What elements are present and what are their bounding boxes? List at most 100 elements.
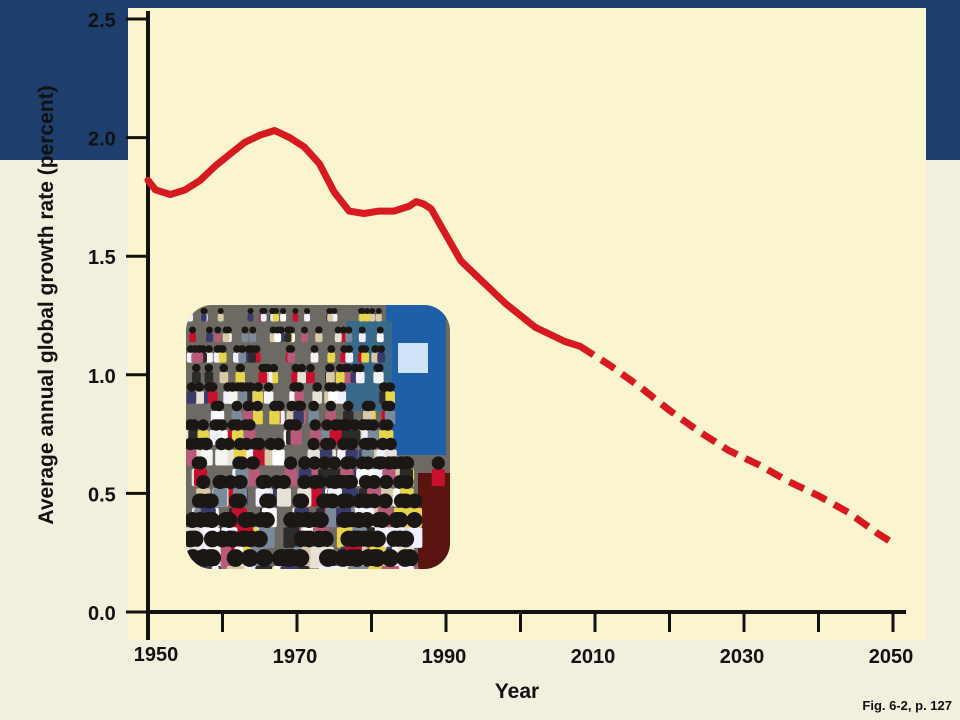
person-head xyxy=(294,493,310,509)
person-body xyxy=(376,333,384,343)
person-body xyxy=(186,391,197,404)
person-body xyxy=(219,371,229,384)
person-head xyxy=(361,437,375,451)
person-head xyxy=(362,400,374,412)
person-head xyxy=(258,512,275,528)
person-head xyxy=(258,363,267,373)
person-head xyxy=(252,400,263,412)
person-body xyxy=(431,468,445,487)
person-head xyxy=(301,326,308,334)
x-tick-label: 1950 xyxy=(134,644,179,666)
person-body xyxy=(241,333,249,343)
person-head xyxy=(342,400,354,412)
person-head xyxy=(369,308,376,314)
person-head xyxy=(355,363,365,373)
person-head xyxy=(397,530,415,548)
person-head xyxy=(384,437,397,451)
person-head xyxy=(350,512,367,528)
person-head xyxy=(308,456,322,470)
person-body xyxy=(371,352,380,363)
person-body xyxy=(328,391,338,404)
person-head xyxy=(345,437,358,451)
x-tick-label: 2050 xyxy=(869,646,914,668)
person-body xyxy=(290,430,302,445)
person-body xyxy=(214,333,222,343)
person-head xyxy=(284,456,298,470)
person-head xyxy=(377,493,393,509)
person-body xyxy=(369,313,376,322)
person-body xyxy=(252,410,263,425)
person-body xyxy=(327,313,334,322)
person-body xyxy=(345,333,353,343)
person-head xyxy=(186,437,197,451)
x-axis-label: Year xyxy=(494,680,540,703)
person-head xyxy=(345,530,362,548)
person-body xyxy=(319,566,337,569)
crowd-photo xyxy=(186,305,450,569)
historical-growth-line xyxy=(144,127,584,350)
person-head xyxy=(307,475,322,489)
person-head xyxy=(381,549,400,567)
person-body xyxy=(347,566,366,569)
person-head xyxy=(327,308,334,314)
person-head xyxy=(227,382,238,392)
ad-panel-screen xyxy=(398,343,428,373)
person-body xyxy=(368,566,386,569)
person-head xyxy=(336,493,352,509)
person-head xyxy=(325,400,337,412)
person-head xyxy=(345,326,353,334)
person-head xyxy=(231,419,244,431)
person-head xyxy=(280,308,287,314)
person-head xyxy=(291,363,300,373)
person-head xyxy=(396,549,415,567)
person-head xyxy=(297,475,312,489)
person-body xyxy=(195,352,204,363)
person-head xyxy=(309,419,321,431)
y-tick-label: 0.0 xyxy=(88,603,116,625)
person-head xyxy=(329,419,341,431)
person-body xyxy=(345,352,354,363)
person-head xyxy=(327,345,336,353)
person-head xyxy=(371,345,380,353)
person-head xyxy=(241,326,249,334)
person-head xyxy=(189,326,197,334)
person-head xyxy=(221,512,238,528)
person-head xyxy=(375,308,382,314)
ad-panel xyxy=(386,305,446,455)
person-head xyxy=(385,382,395,392)
person-head xyxy=(186,512,201,528)
y-tick-label: 1.5 xyxy=(88,247,116,269)
person-head xyxy=(287,345,296,353)
person-body xyxy=(269,410,280,425)
person-head xyxy=(205,326,213,334)
person-head xyxy=(232,493,247,509)
person-head xyxy=(232,475,247,489)
person-head xyxy=(205,345,213,353)
person-body xyxy=(287,352,296,363)
person-body xyxy=(274,333,282,343)
y-tick-label: 2.0 xyxy=(88,129,116,151)
person-head xyxy=(214,326,222,334)
person-head xyxy=(382,419,394,431)
person-body xyxy=(189,333,197,343)
person-head xyxy=(399,456,413,470)
person-head xyxy=(328,382,338,392)
y-tick-label: 2.5 xyxy=(88,10,116,32)
person-head xyxy=(244,419,256,431)
person-head xyxy=(242,400,254,412)
person-body xyxy=(301,333,308,343)
person-head xyxy=(327,456,341,470)
person-body xyxy=(200,313,207,322)
person-head xyxy=(204,512,220,528)
person-head xyxy=(274,326,282,334)
person-head xyxy=(359,308,366,314)
person-head xyxy=(213,475,228,489)
person-body xyxy=(315,333,323,343)
person-body xyxy=(280,313,287,322)
person-head xyxy=(406,512,423,528)
person-head xyxy=(237,382,248,392)
person-body xyxy=(385,391,395,404)
person-head xyxy=(253,382,263,392)
person-head xyxy=(325,493,341,509)
person-head xyxy=(367,475,382,489)
